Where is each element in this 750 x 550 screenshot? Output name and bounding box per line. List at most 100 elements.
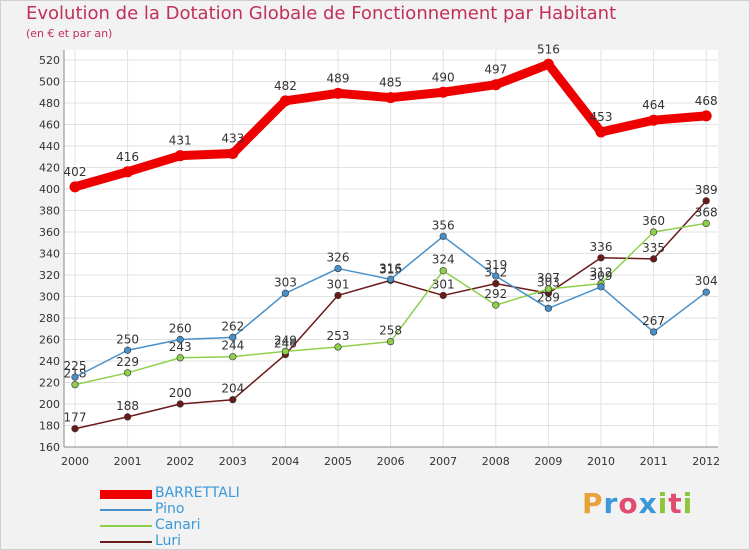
- data-label-luri: 188: [116, 399, 139, 413]
- data-point-luri: [123, 413, 132, 421]
- y-tick-label: 420: [39, 162, 60, 175]
- data-label-barrettali: 485: [379, 76, 402, 90]
- proxiti-logo: Proxiti: [582, 487, 693, 520]
- data-point-canari: [492, 301, 500, 309]
- y-tick-label: 180: [39, 420, 60, 433]
- logo-letter: x: [638, 487, 658, 520]
- data-label-barrettali: 453: [590, 110, 613, 124]
- data-label-pino: 303: [274, 275, 297, 289]
- data-label-pino: 316: [379, 261, 402, 275]
- data-point-canari: [281, 347, 290, 355]
- data-label-pino: 326: [327, 251, 350, 265]
- data-label-barrettali: 482: [274, 79, 297, 93]
- data-point-pino: [439, 232, 447, 240]
- x-tick-label: 2008: [482, 455, 510, 468]
- data-point-luri: [492, 280, 500, 288]
- data-point-luri: [649, 255, 658, 263]
- chart-title: Evolution de la Dotation Globale de Fonc…: [26, 3, 617, 24]
- data-label-canari: 253: [327, 329, 350, 343]
- data-point-canari: [439, 267, 447, 275]
- y-tick-label: 360: [39, 226, 60, 239]
- data-point-canari: [387, 338, 395, 346]
- data-label-barrettali: 468: [695, 94, 718, 108]
- y-tick-label: 320: [39, 269, 60, 282]
- data-point-luri: [334, 291, 342, 300]
- y-tick-label: 500: [39, 76, 60, 89]
- legend-swatch: [100, 541, 152, 543]
- data-point-barrettali: [279, 95, 291, 107]
- data-point-barrettali: [700, 110, 712, 122]
- data-point-barrettali: [227, 148, 239, 160]
- data-point-pino: [492, 272, 500, 280]
- y-tick-label: 480: [39, 97, 60, 110]
- x-tick-label: 2006: [377, 455, 405, 468]
- chart-subtitle: (en € et par an): [26, 27, 113, 40]
- data-label-luri: 303: [537, 275, 560, 289]
- x-tick-label: 2003: [219, 455, 247, 468]
- data-point-pino: [281, 289, 290, 297]
- data-label-barrettali: 516: [537, 42, 560, 56]
- data-point-luri: [229, 396, 237, 404]
- legend-label: Pino: [155, 501, 185, 517]
- legend-item: Pino: [100, 502, 300, 518]
- data-point-luri: [71, 425, 79, 433]
- legend-swatch: [100, 489, 152, 499]
- legend-label: Luri: [155, 533, 182, 549]
- data-point-pino: [387, 275, 395, 283]
- data-label-luri: 336: [590, 240, 613, 254]
- data-label-pino: 250: [116, 332, 139, 346]
- data-label-luri: 204: [221, 382, 244, 396]
- data-label-luri: 301: [432, 277, 455, 291]
- data-label-pino: 260: [169, 322, 192, 336]
- chart-legend: BARRETTALI Pino Canari Luri: [100, 486, 300, 550]
- data-point-luri: [176, 400, 184, 408]
- data-point-barrettali: [332, 87, 344, 99]
- y-tick-label: 400: [39, 183, 60, 196]
- x-tick-label: 2000: [61, 455, 89, 468]
- data-point-barrettali: [174, 150, 186, 162]
- y-tick-label: 300: [39, 291, 60, 304]
- y-tick-label: 460: [39, 119, 60, 132]
- y-tick-label: 520: [39, 54, 60, 67]
- data-label-canari: 249: [274, 333, 297, 347]
- x-tick-label: 2002: [166, 455, 194, 468]
- data-point-luri: [439, 291, 447, 300]
- data-point-barrettali: [385, 92, 397, 104]
- data-label-canari: 360: [642, 214, 665, 228]
- data-point-canari: [544, 285, 553, 293]
- legend-item: Canari: [100, 518, 300, 534]
- data-point-barrettali: [69, 181, 81, 193]
- y-tick-label: 160: [39, 441, 60, 454]
- x-tick-label: 2012: [692, 455, 720, 468]
- x-tick-label: 2004: [271, 455, 299, 468]
- data-point-barrettali: [648, 114, 660, 126]
- data-label-barrettali: 433: [221, 132, 244, 146]
- data-label-barrettali: 464: [642, 98, 665, 112]
- data-label-pino: 289: [537, 290, 560, 304]
- x-tick-label: 2005: [324, 455, 352, 468]
- data-point-pino: [176, 335, 184, 344]
- logo-letter: o: [618, 487, 639, 520]
- data-point-barrettali: [122, 166, 134, 178]
- data-point-pino: [229, 333, 237, 341]
- data-label-pino: 319: [484, 258, 507, 272]
- data-label-barrettali: 416: [116, 150, 139, 164]
- legend-item: Luri: [100, 534, 300, 550]
- data-label-canari: 312: [590, 266, 613, 280]
- data-label-canari: 258: [379, 324, 402, 338]
- legend-label: BARRETTALI: [155, 485, 240, 501]
- legend-swatch: [100, 525, 152, 527]
- data-point-canari: [334, 343, 342, 351]
- data-label-barrettali: 490: [432, 70, 455, 84]
- data-label-canari: 324: [432, 253, 455, 267]
- logo-letter: i: [657, 487, 669, 520]
- data-point-pino: [702, 288, 710, 296]
- data-point-pino: [123, 346, 132, 354]
- data-point-pino: [649, 328, 658, 336]
- data-label-pino: 356: [432, 218, 455, 232]
- data-label-canari: 229: [116, 355, 139, 369]
- data-label-pino: 267: [642, 314, 665, 328]
- data-label-pino: 309: [590, 269, 613, 283]
- x-tick-label: 2010: [587, 455, 615, 468]
